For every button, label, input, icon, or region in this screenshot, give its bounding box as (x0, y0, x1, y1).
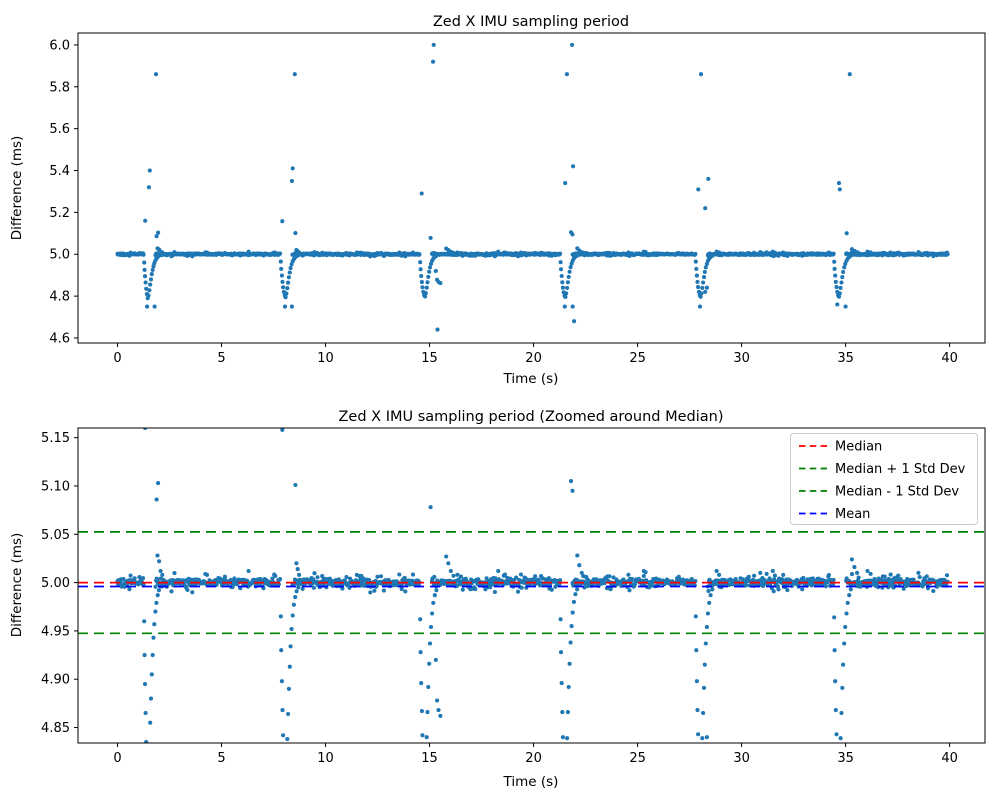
svg-text:30: 30 (733, 751, 750, 766)
svg-text:0: 0 (113, 351, 121, 366)
svg-text:4.8: 4.8 (49, 290, 70, 305)
svg-text:5.0: 5.0 (49, 248, 70, 263)
legend-label-median: Median (835, 440, 882, 455)
legend-box (790, 433, 978, 525)
svg-text:5.8: 5.8 (49, 80, 70, 95)
svg-text:5.15: 5.15 (41, 431, 70, 446)
svg-text:40: 40 (941, 751, 958, 766)
bottom-plot-ylabel: Difference (ms) (9, 533, 25, 638)
svg-text:10: 10 (317, 351, 334, 366)
svg-text:25: 25 (629, 351, 646, 366)
bottom-plot-title: Zed X IMU sampling period (Zoomed around… (338, 409, 723, 425)
svg-text:5: 5 (217, 351, 225, 366)
svg-text:5.2: 5.2 (49, 206, 70, 221)
svg-text:20: 20 (525, 751, 542, 766)
svg-text:5.00: 5.00 (41, 576, 70, 591)
legend-label-median-plus-std: Median + 1 Std Dev (835, 462, 966, 477)
svg-text:40: 40 (941, 351, 958, 366)
legend-label-median-minus-std: Median - 1 Std Dev (835, 485, 959, 500)
top-plot-xlabel: Time (s) (503, 371, 559, 387)
top-plot: 0 5 10 15 20 25 30 35 40 4.6 4.8 5.0 5.2 5.4 5.6 5.8 6.0 (49, 32, 986, 366)
svg-text:30: 30 (733, 351, 750, 366)
svg-text:35: 35 (837, 751, 854, 766)
svg-text:4.95: 4.95 (41, 624, 70, 639)
top-plot-title: Zed X IMU sampling period (433, 14, 629, 30)
svg-text:5.10: 5.10 (41, 479, 70, 494)
svg-text:15: 15 (421, 751, 438, 766)
svg-text:25: 25 (629, 751, 646, 766)
bottom-plot-xlabel: Time (s) (503, 774, 559, 790)
svg-text:5.4: 5.4 (49, 164, 70, 179)
legend-label-mean: Mean (835, 507, 870, 522)
svg-text:4.90: 4.90 (41, 673, 70, 688)
svg-text:5: 5 (217, 751, 225, 766)
svg-text:4.6: 4.6 (49, 331, 70, 346)
svg-text:35: 35 (837, 351, 854, 366)
legend: Median Median + 1 Std Dev Median - 1 Std… (790, 433, 978, 525)
svg-text:10: 10 (317, 751, 334, 766)
svg-text:6.0: 6.0 (49, 38, 70, 53)
svg-text:5.6: 5.6 (49, 122, 70, 137)
svg-text:15: 15 (421, 351, 438, 366)
bottom-plot: 0 5 10 15 20 25 30 35 40 4.85 4.90 4.95 5.00 5.05 5.10… (41, 427, 986, 766)
svg-text:5.05: 5.05 (41, 528, 70, 543)
svg-text:4.85: 4.85 (41, 721, 70, 736)
svg-text:0: 0 (113, 751, 121, 766)
svg-text:20: 20 (525, 351, 542, 366)
top-plot-ylabel: Difference (ms) (9, 136, 25, 241)
